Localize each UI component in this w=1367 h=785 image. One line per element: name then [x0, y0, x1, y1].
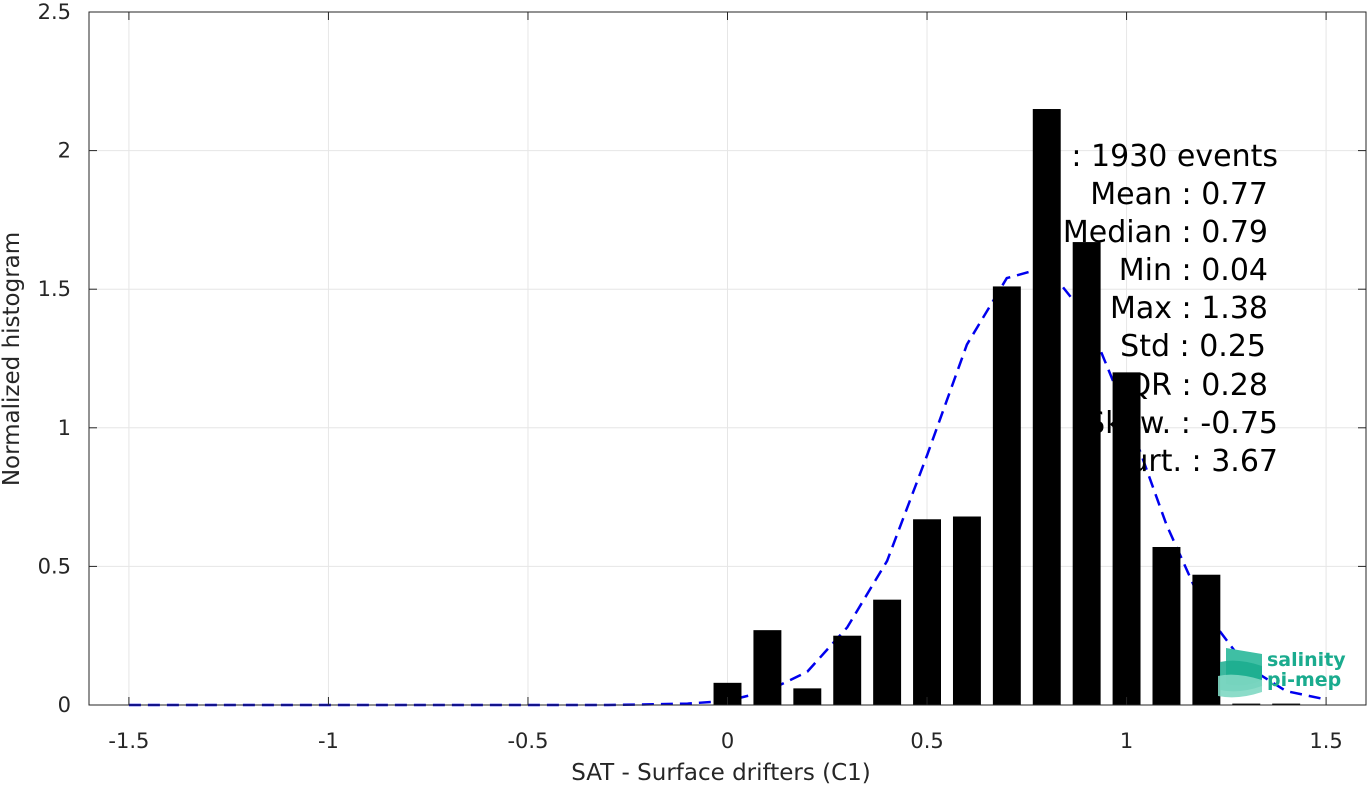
y-axis-label: Normalized histogram: [0, 232, 25, 486]
stat-kurt: Kurt. : 3.67: [1111, 444, 1278, 479]
wave-icon: [1218, 648, 1262, 698]
histogram-bar: [1232, 703, 1261, 705]
x-tick-label: -1: [318, 729, 339, 753]
histogram-bar: [873, 599, 902, 705]
y-tick-label: 2: [58, 139, 71, 163]
x-tick-label: -1.5: [108, 729, 149, 753]
stat-iqr: IQR : 0.28: [1119, 368, 1268, 403]
logo-line-salinity: salinity: [1267, 649, 1346, 671]
y-tick-label: 1: [58, 416, 71, 440]
logo-line-pimep: pi-mep: [1267, 669, 1341, 691]
x-tick-label: 1: [1120, 729, 1133, 753]
histogram-bar: [1032, 109, 1061, 705]
bar-layer: [713, 109, 1301, 706]
histogram-bar: [1152, 546, 1181, 705]
y-tick-label: 2.5: [38, 0, 71, 24]
histogram-bar: [913, 519, 941, 705]
salinity-pi-mep-logo: salinity pi-mep: [1218, 648, 1346, 698]
stat-count: # : 1930 events: [1037, 139, 1278, 174]
x-tick-label: 0: [721, 729, 734, 753]
stat-mean: Mean : 0.77: [1090, 177, 1268, 212]
histogram-bar: [833, 635, 862, 705]
histogram-bar: [992, 286, 1021, 705]
y-tick-label: 0.5: [38, 554, 71, 578]
stat-skew: Skew. : -0.75: [1086, 406, 1278, 441]
histogram-bar: [753, 630, 782, 705]
stat-min: Min : 0.04: [1119, 253, 1268, 288]
histogram-bar: [952, 516, 981, 705]
histogram-bar: [1192, 574, 1221, 705]
histogram-bar: [1272, 703, 1301, 705]
stat-median: Median : 0.79: [1063, 215, 1268, 250]
y-tick-label: 0: [58, 693, 71, 717]
histogram-bar: [1072, 242, 1101, 706]
x-tick-label: -0.5: [507, 729, 548, 753]
histogram-bar: [1112, 372, 1141, 705]
axes-frame: [88, 11, 1367, 706]
histogram-bar: [793, 688, 822, 705]
stat-max: Max : 1.38: [1110, 291, 1268, 326]
x-tick-label: 0.5: [910, 729, 943, 753]
statistics-annotation: # : 1930 events Mean : 0.77 Median : 0.7…: [1037, 139, 1278, 479]
stat-std: Std : 0.25: [1120, 329, 1266, 364]
tick-label-layer: -1.5 -1 -0.5 0 0.5 1 1.5 0 0.5 1 1.5 2 2.5: [38, 0, 1343, 753]
x-axis-label: SAT - Surface drifters (C1): [571, 760, 871, 785]
y-tick-label: 1.5: [38, 277, 71, 301]
histogram-bar: [713, 682, 742, 705]
x-tick-label: 1.5: [1309, 729, 1342, 753]
